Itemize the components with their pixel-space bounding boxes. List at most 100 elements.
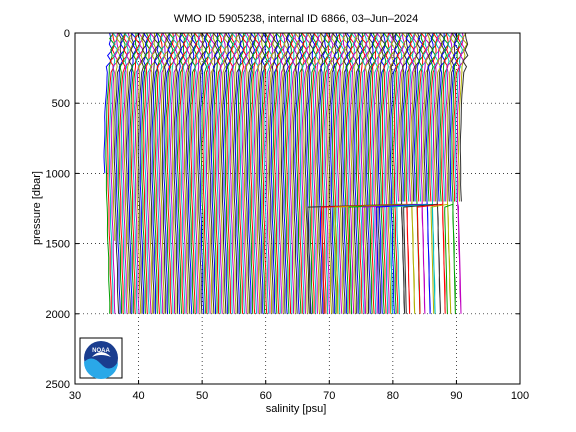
x-axis-label: salinity [psu] <box>266 403 327 415</box>
profile-line <box>210 33 220 314</box>
profile-line <box>163 33 173 314</box>
y-tick-label: 0 <box>64 28 70 40</box>
profile-line <box>204 33 214 314</box>
profile-line <box>107 33 116 314</box>
x-tick-label: 60 <box>260 390 272 402</box>
profile-line <box>362 33 371 314</box>
profile-line <box>207 33 217 314</box>
profile-line <box>297 33 308 314</box>
profile-line <box>447 33 457 202</box>
profile-line <box>459 33 469 202</box>
profile-line <box>195 33 204 314</box>
profile-line <box>366 33 375 314</box>
profile-line <box>190 33 200 314</box>
profile-line <box>444 33 460 314</box>
profile-line <box>222 33 233 314</box>
profile-line <box>389 33 400 314</box>
svg-text:NOAA: NOAA <box>92 348 110 354</box>
profile-line <box>161 33 171 314</box>
profile-line <box>275 33 286 314</box>
profile-line <box>362 33 431 314</box>
profile-line <box>103 33 114 174</box>
profile-line <box>168 33 179 314</box>
profile-line <box>434 33 444 202</box>
profile-line <box>281 33 289 314</box>
profile-line <box>113 33 122 314</box>
profile-line <box>164 33 175 314</box>
profile-line <box>170 33 179 314</box>
profile-line <box>285 33 296 314</box>
x-tick-label: 70 <box>323 390 335 402</box>
profile-line <box>119 33 129 314</box>
profile-line <box>350 33 360 314</box>
profile-lines <box>103 33 469 314</box>
profile-line <box>185 33 195 314</box>
profile-line <box>292 33 302 314</box>
profile-line <box>345 33 356 314</box>
profile-line <box>416 33 450 314</box>
profile-line <box>212 33 223 314</box>
profile-line <box>318 33 327 314</box>
x-tick-label: 50 <box>196 390 208 402</box>
profile-line <box>454 33 464 202</box>
profile-line <box>418 33 428 202</box>
profile-line <box>413 33 423 202</box>
profile-line <box>202 33 212 314</box>
profile-line <box>125 33 135 314</box>
profile-line <box>279 33 289 314</box>
y-axis-label: pressure [dbar] <box>31 171 43 245</box>
profile-line <box>142 33 152 314</box>
profile-line <box>328 33 338 314</box>
profile-line <box>337 33 346 314</box>
profile-line <box>379 33 390 314</box>
y-tick-label: 2500 <box>46 379 70 391</box>
profile-line <box>308 33 318 314</box>
profile-line <box>348 33 359 314</box>
profile-line <box>209 33 219 314</box>
profile-line <box>188 33 198 314</box>
profile-line <box>401 33 412 202</box>
profile-line <box>376 33 386 314</box>
profile-line <box>370 33 381 314</box>
profile-line <box>186 33 197 314</box>
x-tick-label: 40 <box>132 390 144 402</box>
profile-line <box>158 33 167 314</box>
profile-line <box>453 33 463 202</box>
profile-line <box>408 33 419 202</box>
profile-line <box>272 33 282 314</box>
profile-line <box>375 33 434 314</box>
noaa-logo: NOAA <box>79 337 123 379</box>
profile-line <box>146 33 156 314</box>
profile-line <box>301 33 312 314</box>
profile-line <box>398 33 408 202</box>
profile-line <box>153 33 163 314</box>
profile-line <box>253 33 263 314</box>
profile-line <box>221 33 230 314</box>
profile-line <box>132 33 141 314</box>
y-tick-label: 500 <box>52 98 70 110</box>
profile-line <box>226 33 236 314</box>
profile-line <box>130 33 141 314</box>
profile-line <box>243 33 252 314</box>
profile-line <box>151 33 160 314</box>
profile-line <box>228 33 238 314</box>
profile-line <box>372 33 383 314</box>
profile-line <box>248 33 258 314</box>
profile-line <box>325 33 334 314</box>
profile-line <box>261 33 271 314</box>
profile-line <box>321 33 330 314</box>
profile-line <box>287 33 297 314</box>
profile-line <box>456 33 466 314</box>
x-tick-label: 90 <box>450 390 462 402</box>
profile-line <box>340 33 349 314</box>
x-tick-label: 30 <box>69 390 81 402</box>
profile-line <box>198 33 208 314</box>
profile-line <box>422 33 431 202</box>
profile-line <box>330 33 340 314</box>
profile-line <box>117 33 126 314</box>
profile-line <box>270 33 280 314</box>
profile-line <box>175 33 186 314</box>
profile-line <box>176 33 186 314</box>
profile-line <box>386 33 397 314</box>
profile-line <box>302 33 312 314</box>
